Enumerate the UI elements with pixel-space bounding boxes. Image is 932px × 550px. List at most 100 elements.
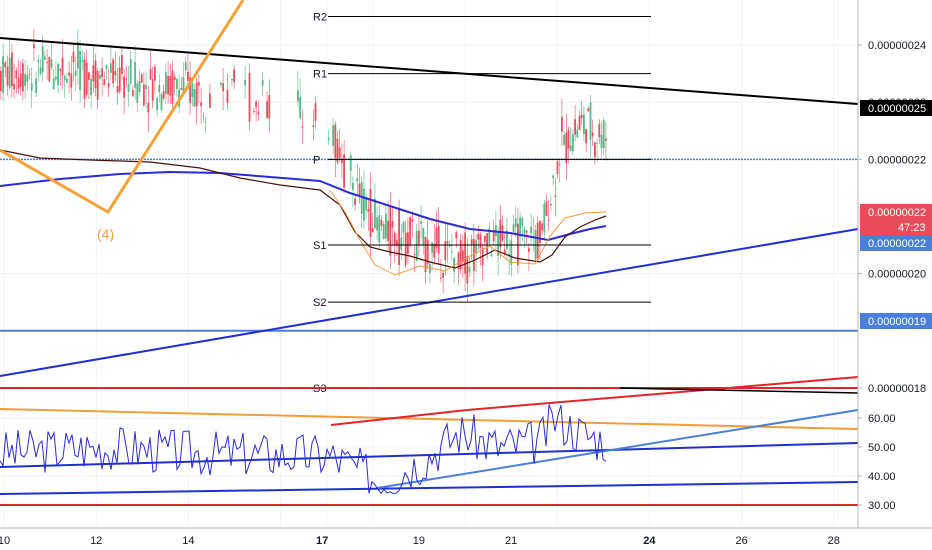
candle-body bbox=[567, 129, 570, 149]
candle-body bbox=[462, 250, 464, 263]
candle-body bbox=[369, 188, 372, 238]
candle-body bbox=[332, 125, 334, 146]
candle-body bbox=[453, 257, 455, 272]
candle-body bbox=[572, 134, 574, 152]
candle-body bbox=[4, 62, 7, 68]
candle-body bbox=[22, 63, 24, 92]
candle-body bbox=[96, 70, 99, 100]
candle-body bbox=[182, 77, 185, 93]
price-badge bbox=[860, 204, 932, 220]
candle-body bbox=[442, 272, 444, 278]
candle-body bbox=[459, 240, 462, 270]
candle-body bbox=[180, 88, 183, 90]
candle-body bbox=[561, 116, 563, 132]
candle-body bbox=[407, 232, 409, 254]
candle-body bbox=[195, 82, 198, 106]
candle-body bbox=[184, 62, 187, 71]
candle-body bbox=[424, 236, 427, 273]
candle-body bbox=[583, 114, 585, 135]
candle-body bbox=[468, 266, 471, 273]
candle-body bbox=[26, 74, 29, 82]
candle-body bbox=[105, 65, 108, 70]
candle-body bbox=[354, 198, 356, 206]
candle-body bbox=[118, 67, 121, 92]
price-badge bbox=[860, 219, 932, 235]
candle-body bbox=[358, 183, 361, 196]
candle-body bbox=[83, 59, 86, 99]
trend-lines[interactable] bbox=[0, 0, 859, 377]
candle-body bbox=[349, 155, 352, 171]
candle-body bbox=[378, 215, 381, 243]
candle-body bbox=[231, 79, 233, 81]
x-tick-label: 17 bbox=[316, 535, 328, 547]
candle-body bbox=[37, 60, 40, 63]
candles bbox=[0, 29, 607, 302]
candle-body bbox=[202, 115, 205, 117]
candle-body bbox=[266, 100, 268, 118]
candle-body bbox=[299, 96, 301, 119]
candle-body bbox=[70, 73, 73, 88]
candle-body bbox=[382, 224, 385, 240]
elliott-wave-line[interactable] bbox=[0, 0, 245, 215]
x-tick-label: 26 bbox=[735, 535, 747, 547]
candle-body bbox=[129, 58, 132, 84]
candle-body bbox=[466, 256, 469, 284]
candle-body bbox=[565, 132, 568, 164]
candle-body bbox=[187, 71, 189, 81]
candle-body bbox=[356, 178, 359, 182]
horizontal-levels bbox=[0, 158, 858, 332]
candle-body bbox=[13, 83, 15, 90]
candle-body bbox=[123, 76, 125, 98]
x-tick-label: 12 bbox=[90, 535, 102, 547]
candle-body bbox=[385, 213, 387, 239]
candle-body bbox=[52, 78, 55, 89]
candle-body bbox=[550, 204, 552, 206]
candle-body bbox=[435, 227, 438, 248]
candle-body bbox=[543, 203, 546, 233]
candle-body bbox=[61, 57, 64, 76]
candle-body bbox=[580, 114, 583, 119]
rsi-tick-label: 40.00 bbox=[868, 471, 896, 483]
candle-body bbox=[598, 123, 601, 138]
candle-body bbox=[191, 83, 194, 98]
candle-body bbox=[176, 79, 178, 89]
candle-body bbox=[171, 70, 174, 105]
candle-body bbox=[162, 91, 165, 99]
candle-body bbox=[173, 76, 176, 81]
candle-body bbox=[578, 115, 581, 130]
candle-body bbox=[528, 248, 530, 252]
candle-body bbox=[15, 70, 18, 79]
candle-body bbox=[457, 252, 460, 270]
candle-body bbox=[418, 230, 420, 245]
candle-body bbox=[591, 132, 594, 136]
candle-body bbox=[90, 78, 92, 96]
ma-line-short bbox=[0, 149, 607, 269]
candle-body bbox=[422, 227, 425, 246]
candle-body bbox=[499, 219, 502, 248]
candle-body bbox=[519, 217, 521, 237]
candle-body bbox=[48, 56, 51, 82]
candle-body bbox=[160, 94, 163, 111]
candle-body bbox=[334, 124, 337, 159]
candle-body bbox=[341, 159, 343, 163]
candle-body bbox=[268, 95, 271, 119]
candle-body bbox=[393, 232, 396, 245]
candle-body bbox=[248, 72, 251, 122]
moving-averages bbox=[0, 149, 607, 276]
pivot-label-p: P bbox=[313, 154, 320, 166]
candle-body bbox=[389, 206, 392, 256]
candle-body bbox=[429, 264, 431, 274]
trend-line-descending[interactable] bbox=[0, 37, 859, 105]
candle-body bbox=[444, 241, 447, 261]
candle-body bbox=[297, 90, 299, 102]
y-tick-label: 0.00000020 bbox=[868, 269, 926, 281]
candle-body bbox=[200, 102, 202, 107]
candle-body bbox=[431, 242, 433, 253]
candle-body bbox=[413, 254, 416, 256]
candle-body bbox=[352, 182, 354, 190]
candle-body bbox=[134, 61, 136, 88]
candle-body bbox=[8, 57, 11, 89]
x-tick-label: 21 bbox=[505, 535, 517, 547]
